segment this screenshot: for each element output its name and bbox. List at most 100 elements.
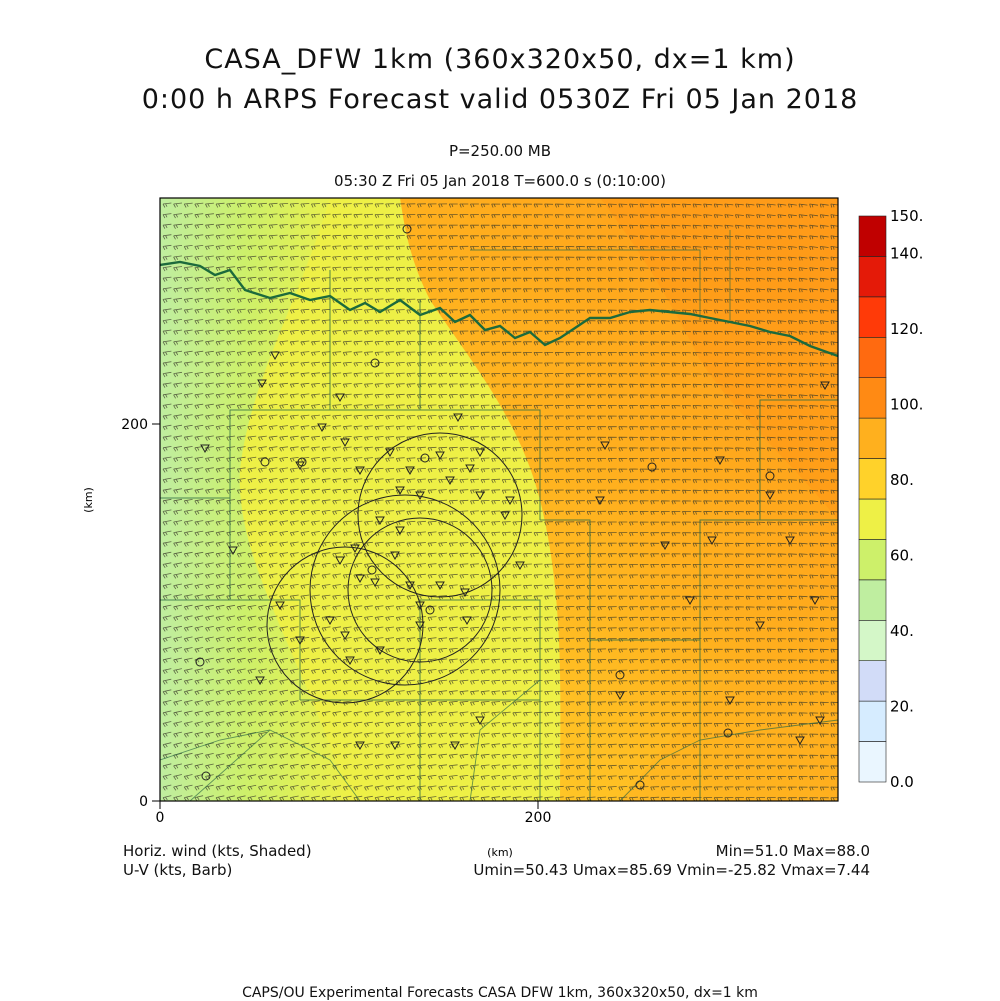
colorbar-label: 120. bbox=[890, 320, 923, 338]
map-boundaries bbox=[160, 230, 838, 801]
colorbar-swatch bbox=[858, 660, 887, 702]
station-triangle bbox=[395, 486, 405, 496]
station-triangle bbox=[325, 616, 335, 626]
station-triangle bbox=[350, 544, 360, 554]
colorbar-label: 140. bbox=[890, 245, 923, 263]
station-triangle bbox=[445, 476, 455, 486]
station-triangle bbox=[275, 601, 285, 611]
colorbar-label: 0.0 bbox=[890, 773, 914, 791]
station-triangle bbox=[317, 423, 327, 433]
station-triangle bbox=[715, 456, 725, 466]
colorbar-swatch bbox=[858, 579, 887, 621]
station-circle bbox=[370, 358, 380, 368]
station-triangle bbox=[595, 496, 605, 506]
station-circle bbox=[723, 728, 733, 738]
station-triangle bbox=[795, 736, 805, 746]
station-triangle bbox=[257, 379, 267, 389]
colorbar-swatch bbox=[858, 377, 887, 419]
colorbar-label: 60. bbox=[890, 547, 914, 565]
station-triangle bbox=[335, 556, 345, 566]
station-triangle bbox=[615, 691, 625, 701]
wind-barb-field bbox=[162, 202, 838, 801]
station-triangle bbox=[685, 596, 695, 606]
colorbar bbox=[858, 215, 887, 783]
station-triangle bbox=[755, 621, 765, 631]
station-triangle bbox=[475, 448, 485, 458]
station-triangle bbox=[707, 536, 717, 546]
station-triangle bbox=[415, 601, 425, 611]
colorbar-labels: 0.0 20. 40. 60. 80. 100. 120. 140. 150. bbox=[890, 207, 923, 791]
station-triangle bbox=[600, 441, 610, 451]
station-triangle bbox=[500, 511, 510, 521]
wind-barbs bbox=[162, 202, 838, 801]
uv-stats: Umin=50.43 Umax=85.69 Vmin=-25.82 Vmax=7… bbox=[473, 861, 870, 879]
station-circle bbox=[765, 471, 775, 481]
station-triangle bbox=[765, 491, 775, 501]
station-triangle bbox=[370, 578, 380, 588]
station-circle bbox=[402, 224, 412, 234]
station-triangle bbox=[435, 581, 445, 591]
colorbar-swatch bbox=[858, 619, 887, 661]
station-triangle bbox=[460, 588, 470, 598]
station-triangle bbox=[415, 621, 425, 631]
station-triangle bbox=[295, 636, 305, 646]
station-triangle bbox=[255, 676, 265, 686]
station-triangle bbox=[355, 574, 365, 584]
station-circle bbox=[647, 462, 657, 472]
station-circle bbox=[260, 457, 270, 467]
colorbar-label: 40. bbox=[890, 622, 914, 640]
station-triangle bbox=[660, 541, 670, 551]
y-tick-200: 200 bbox=[121, 417, 148, 433]
colorbar-swatch bbox=[858, 215, 887, 257]
colorbar-swatch bbox=[858, 296, 887, 338]
station-triangle bbox=[453, 413, 463, 423]
footer-credit: CAPS/OU Experimental Forecasts CASA DFW … bbox=[242, 985, 758, 1001]
x-axis-label: (km) bbox=[487, 846, 513, 859]
station-triangle bbox=[415, 491, 425, 501]
station-circle bbox=[420, 453, 430, 463]
station-circle bbox=[201, 771, 211, 781]
colorbar-swatch bbox=[858, 741, 887, 783]
colorbar-label: 80. bbox=[890, 471, 914, 489]
colorbar-swatch bbox=[858, 458, 887, 500]
station-triangle bbox=[405, 581, 415, 591]
x-tick-200: 200 bbox=[525, 810, 552, 826]
field-label-shaded: Horiz. wind (kts, Shaded) bbox=[123, 842, 312, 860]
colorbar-swatch bbox=[858, 700, 887, 742]
station-triangle bbox=[200, 444, 210, 454]
colorbar-label: 20. bbox=[890, 698, 914, 716]
station-triangle bbox=[375, 646, 385, 656]
station-circle bbox=[297, 457, 307, 467]
field-label-barb: U-V (kts, Barb) bbox=[123, 861, 233, 879]
station-triangle bbox=[385, 448, 395, 458]
station-triangle bbox=[462, 616, 472, 626]
station-triangle bbox=[335, 393, 345, 403]
min-max-stats: Min=51.0 Max=88.0 bbox=[715, 842, 870, 860]
colorbar-swatch bbox=[858, 539, 887, 581]
y-tick-0: 0 bbox=[139, 794, 148, 810]
station-triangle bbox=[395, 526, 405, 536]
station-triangle bbox=[505, 496, 515, 506]
station-triangle bbox=[270, 351, 280, 361]
station-triangle bbox=[228, 546, 238, 556]
station-triangle bbox=[340, 631, 350, 641]
station-triangle bbox=[375, 516, 385, 526]
station-triangle bbox=[405, 466, 415, 476]
x-tick-0: 0 bbox=[156, 810, 165, 826]
colorbar-label: 100. bbox=[890, 396, 923, 414]
plot-frame bbox=[159, 197, 839, 802]
station-triangle bbox=[355, 741, 365, 751]
pressure-level: P=250.00 MB bbox=[448, 142, 552, 160]
station-triangle bbox=[450, 741, 460, 751]
station-triangle bbox=[785, 536, 795, 546]
station-triangle bbox=[340, 438, 350, 448]
station-circle bbox=[615, 670, 625, 680]
axis-ticks bbox=[152, 423, 539, 809]
radar-range-rings bbox=[266, 432, 523, 704]
station-triangle bbox=[820, 381, 830, 391]
station-triangle bbox=[810, 596, 820, 606]
station-triangle bbox=[465, 464, 475, 474]
title-line-2: 0:00 h ARPS Forecast valid 0530Z Fri 05 … bbox=[141, 84, 859, 115]
station-triangle bbox=[355, 466, 365, 476]
station-triangle bbox=[475, 716, 485, 726]
